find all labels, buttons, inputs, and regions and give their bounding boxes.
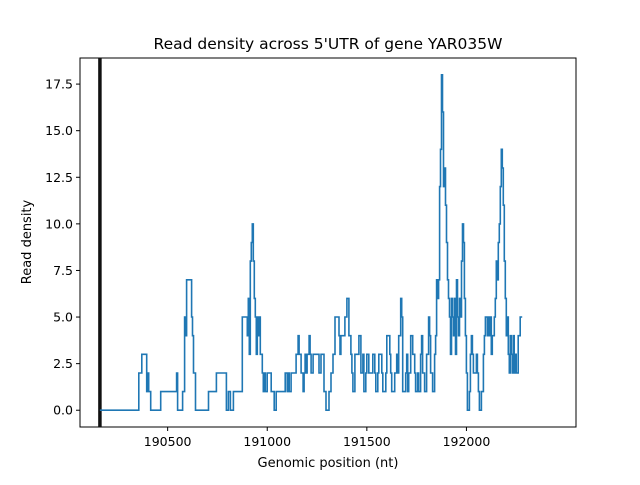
series-group: [98, 58, 523, 427]
y-tick-label: 15.0: [45, 123, 73, 138]
y-tick-label: 7.5: [53, 263, 73, 278]
x-tick-label: 192000: [443, 434, 491, 449]
x-axis-label: Genomic position (nt): [258, 456, 399, 471]
x-tick-label: 191500: [343, 434, 391, 449]
plot-area: [79, 57, 577, 428]
y-tick-label: 0.0: [53, 403, 73, 418]
y-axis: 0.0 2.5 5.0 7.5 10.0 12.5 15.0 17.5: [45, 77, 80, 418]
x-tick-label: 190500: [144, 434, 192, 449]
x-axis: 190500 191000 191500 192000: [144, 427, 491, 449]
y-tick-label: 5.0: [53, 310, 73, 325]
y-tick-label: 2.5: [53, 356, 73, 371]
x-tick-label: 191000: [243, 434, 291, 449]
y-tick-label: 12.5: [45, 170, 73, 185]
y-tick-label: 17.5: [45, 77, 73, 92]
series-line-0: [99, 74, 523, 411]
chart-title: Read density across 5'UTR of gene YAR035…: [154, 35, 503, 53]
y-axis-label: Read density: [20, 199, 35, 284]
y-tick-label: 10.0: [45, 216, 73, 231]
